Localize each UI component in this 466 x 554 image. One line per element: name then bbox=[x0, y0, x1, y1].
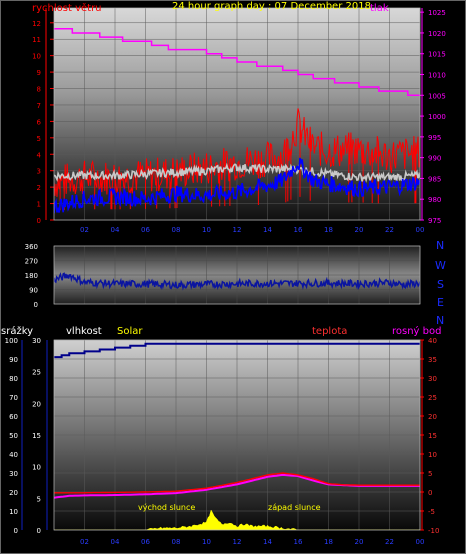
bottom-time-tick-label: 16 bbox=[294, 538, 303, 546]
rain-tick-label: 40 bbox=[9, 451, 18, 459]
temp-tick-label: 40 bbox=[428, 337, 437, 345]
sunset-label: západ slunce bbox=[268, 503, 321, 512]
mm-tick-label: 25 bbox=[32, 369, 41, 377]
temperature-label: teplota bbox=[312, 326, 347, 337]
temp-tick-label: -10 bbox=[428, 527, 439, 535]
compass-n-top: N bbox=[436, 239, 444, 252]
pressure-tick-label: 1010 bbox=[428, 72, 446, 80]
humidity-label: vlhkost bbox=[66, 326, 102, 337]
mm-tick-label: 5 bbox=[37, 495, 41, 503]
temp-tick-label: 20 bbox=[428, 413, 437, 421]
mm-tick-label: 30 bbox=[32, 337, 41, 345]
bottom-time-tick-label: 10 bbox=[202, 538, 211, 546]
temp-tick-label: -5 bbox=[428, 508, 435, 516]
pressure-tick-label: 1025 bbox=[428, 9, 446, 17]
rain-tick-label: 10 bbox=[9, 508, 18, 516]
solar-label: Solar bbox=[117, 326, 143, 337]
wind-tick-label: 1 bbox=[37, 201, 41, 209]
rain-tick-label: 80 bbox=[9, 375, 18, 383]
time-tick-label: 22 bbox=[385, 226, 394, 234]
bottom-time-tick-label: 02 bbox=[80, 538, 89, 546]
rain-tick-label: 0 bbox=[14, 527, 18, 535]
rain-tick-label: 70 bbox=[9, 394, 18, 402]
compass-w: W bbox=[435, 259, 446, 272]
time-tick-label: 18 bbox=[324, 226, 333, 234]
rain-tick-label: 100 bbox=[5, 337, 18, 345]
bottom-time-tick-label: 00 bbox=[416, 538, 425, 546]
direction-tick-label: 270 bbox=[25, 258, 38, 266]
rain-tick-label: 30 bbox=[9, 470, 18, 478]
time-tick-label: 16 bbox=[294, 226, 303, 234]
time-tick-label: 00 bbox=[416, 226, 425, 234]
temp-tick-label: 5 bbox=[428, 470, 432, 478]
direction-tick-label: 180 bbox=[25, 272, 38, 280]
bottom-time-tick-label: 06 bbox=[141, 538, 150, 546]
rain-tick-label: 50 bbox=[9, 432, 18, 440]
time-tick-label: 02 bbox=[80, 226, 89, 234]
wind-tick-label: 10 bbox=[32, 53, 41, 61]
direction-tick-label: 0 bbox=[34, 301, 38, 309]
wind-tick-label: 3 bbox=[37, 168, 41, 176]
wind-speed-label: rychlost větru bbox=[32, 2, 102, 14]
rain-tick-label: 60 bbox=[9, 413, 18, 421]
bottom-time-tick-label: 18 bbox=[324, 538, 333, 546]
mm-tick-label: 10 bbox=[32, 464, 41, 472]
time-tick-label: 08 bbox=[172, 226, 181, 234]
direction-tick-label: 360 bbox=[25, 243, 38, 251]
pressure-tick-label: 1000 bbox=[428, 113, 446, 121]
wind-tick-label: 8 bbox=[37, 86, 41, 94]
time-tick-label: 14 bbox=[263, 226, 272, 234]
direction-tick-label: 90 bbox=[29, 287, 38, 295]
bottom-time-tick-label: 12 bbox=[233, 538, 242, 546]
wind-tick-label: 9 bbox=[37, 69, 41, 77]
wind-tick-label: 12 bbox=[32, 20, 41, 28]
temp-tick-label: 35 bbox=[428, 356, 437, 364]
time-tick-label: 10 bbox=[202, 226, 211, 234]
temp-tick-label: 30 bbox=[428, 375, 437, 383]
wind-tick-label: 0 bbox=[37, 217, 41, 225]
temp-tick-label: 10 bbox=[428, 451, 437, 459]
wind-tick-label: 11 bbox=[32, 36, 41, 44]
time-tick-label: 04 bbox=[111, 226, 120, 234]
wind-tick-label: 6 bbox=[37, 118, 42, 126]
wind-tick-label: 2 bbox=[37, 184, 41, 192]
rain-tick-label: 90 bbox=[9, 356, 18, 364]
dew-point-label: rosný bod bbox=[392, 325, 441, 337]
bottom-time-tick-label: 20 bbox=[355, 538, 364, 546]
bottom-time-tick-label: 04 bbox=[111, 538, 120, 546]
time-tick-label: 12 bbox=[233, 226, 242, 234]
temp-tick-label: 0 bbox=[428, 489, 432, 497]
mm-tick-label: 20 bbox=[32, 400, 41, 408]
sunrise-label: východ slunce bbox=[138, 503, 195, 512]
pressure-tick-label: 1015 bbox=[428, 51, 446, 59]
chart-title: 24 hour graph day : 07 December 2018 bbox=[172, 1, 371, 12]
pressure-tick-label: 980 bbox=[428, 196, 441, 204]
temp-tick-label: 15 bbox=[428, 432, 437, 440]
pressure-tick-label: 1020 bbox=[428, 30, 446, 38]
pressure-tick-label: 995 bbox=[428, 134, 441, 142]
compass-s: S bbox=[437, 278, 444, 291]
temp-tick-label: 25 bbox=[428, 394, 437, 402]
pressure-label: tlak bbox=[370, 3, 389, 14]
wind-tick-label: 5 bbox=[37, 135, 41, 143]
time-tick-label: 06 bbox=[141, 226, 150, 234]
mm-tick-label: 15 bbox=[32, 432, 41, 440]
pressure-tick-label: 1005 bbox=[428, 92, 446, 100]
compass-e: E bbox=[437, 296, 444, 309]
wind-tick-label: 7 bbox=[37, 102, 41, 110]
mm-tick-label: 0 bbox=[37, 527, 41, 535]
rain-tick-label: 20 bbox=[9, 489, 18, 497]
rain-label: srážky bbox=[1, 325, 33, 337]
bottom-time-tick-label: 14 bbox=[263, 538, 272, 546]
pressure-tick-label: 975 bbox=[428, 217, 441, 225]
pressure-tick-label: 985 bbox=[428, 175, 441, 183]
pressure-tick-label: 990 bbox=[428, 155, 441, 163]
bottom-time-tick-label: 08 bbox=[172, 538, 181, 546]
wind-tick-label: 4 bbox=[37, 151, 42, 159]
time-tick-label: 20 bbox=[355, 226, 364, 234]
bottom-time-tick-label: 22 bbox=[385, 538, 394, 546]
